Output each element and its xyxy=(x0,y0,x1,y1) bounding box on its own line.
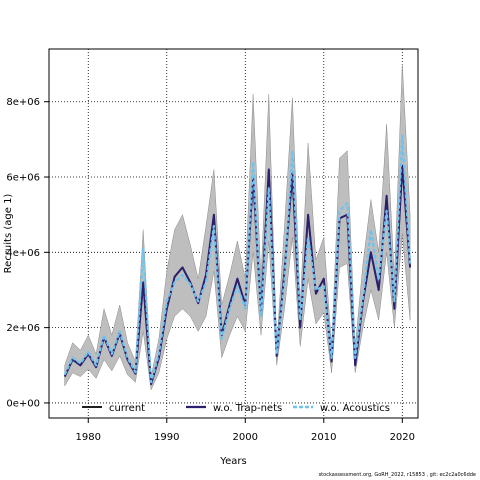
x-axis: 1980 1990 2000 2010 2020 xyxy=(76,418,415,443)
legend-label: current xyxy=(109,403,145,414)
uncertainty-band xyxy=(64,64,411,391)
y-tick-label: 8e+06 xyxy=(6,97,40,108)
legend: current w.o. Trap-nets w.o. Acoustics xyxy=(82,403,390,414)
y-tick-label: 0e+00 xyxy=(6,398,40,409)
y-tick-label: 6e+06 xyxy=(6,173,40,184)
y-tick-label: 2e+06 xyxy=(6,323,40,334)
x-tick-label: 1990 xyxy=(154,432,179,443)
confidence-band xyxy=(64,64,411,391)
plot-frame xyxy=(48,48,419,419)
y-axis: 0e+00 2e+06 4e+06 6e+06 8e+06 xyxy=(6,97,49,409)
x-tick-label: 2000 xyxy=(233,432,258,443)
legend-label: w.o. Acoustics xyxy=(320,403,390,414)
y-axis-title: Recruits (age 1) xyxy=(3,194,14,274)
x-tick-label: 2020 xyxy=(390,432,415,443)
y-tick-label: 4e+06 xyxy=(6,248,40,259)
series-lines xyxy=(63,134,412,386)
footer-credit: stockassessment.org, GoRH_2022, r15853 ,… xyxy=(318,472,476,478)
grid-lines xyxy=(49,49,418,418)
x-tick-label: 1980 xyxy=(76,432,101,443)
legend-label: w.o. Trap-nets xyxy=(213,403,282,414)
x-tick-label: 2010 xyxy=(311,432,336,443)
series-line-w-o-acoustics xyxy=(63,134,412,384)
x-axis-title: Years xyxy=(219,456,246,467)
